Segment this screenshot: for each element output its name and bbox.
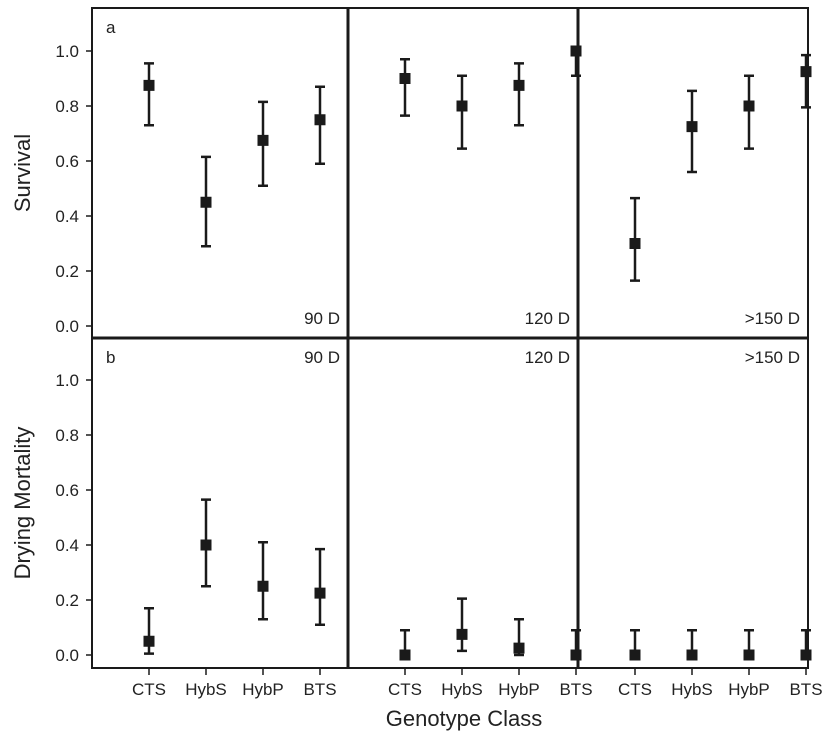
data-point (686, 649, 698, 661)
data-point (200, 539, 212, 551)
y-tick-label: 0.4 (55, 207, 79, 226)
y-tick-label: 0.6 (55, 481, 79, 500)
data-point (629, 649, 641, 661)
data-point (257, 134, 269, 146)
panel-day-label: 90 D (304, 309, 340, 328)
data-point (513, 642, 525, 654)
y-tick-label: 0.8 (55, 97, 79, 116)
x-tick-label: HybS (185, 680, 227, 699)
data-point (143, 79, 155, 91)
y-tick-label: 0.8 (55, 426, 79, 445)
panel-tag: b (106, 348, 115, 367)
y-tick-label: 0.2 (55, 262, 79, 281)
panel-day-label: 120 D (525, 309, 570, 328)
chart-labels: 0.0 0.2 0.4 0.6 0.8 1.0 Survival a 90 D 120 D >150… (10, 18, 823, 699)
data-point (143, 635, 155, 647)
x-tick-label: CTS (388, 680, 422, 699)
data-point (570, 649, 582, 661)
y-axis-title: Drying Mortality (10, 427, 35, 580)
y-tick-label: 0.2 (55, 591, 79, 610)
x-tick-label: BTS (789, 680, 822, 699)
x-tick-label: HybP (242, 680, 284, 699)
x-tick-label: HybS (671, 680, 713, 699)
x-tick-label: CTS (618, 680, 652, 699)
panel-day-label: >150 D (745, 348, 800, 367)
data-point (257, 580, 269, 592)
y-tick-label: 0.0 (55, 317, 79, 336)
panel-day-label: 90 D (304, 348, 340, 367)
panel-day-label: >150 D (745, 309, 800, 328)
data-point (314, 587, 326, 599)
data-point (399, 649, 411, 661)
x-tick-label: BTS (559, 680, 592, 699)
x-tick-label: HybP (728, 680, 770, 699)
data-point (456, 100, 468, 112)
x-tick-label: CTS (132, 680, 166, 699)
x-tick-label: BTS (303, 680, 336, 699)
y-tick-label: 1.0 (55, 371, 79, 390)
data-point (399, 73, 411, 84)
data-point (314, 114, 326, 126)
data-point (629, 238, 641, 249)
data-point (800, 649, 812, 661)
panel-day-label: 120 D (525, 348, 570, 367)
data-point (570, 45, 582, 57)
x-tick-label: HybP (498, 680, 540, 699)
y-tick-label: 0.0 (55, 646, 79, 665)
data-point (456, 628, 468, 640)
data-point (743, 649, 755, 661)
data-point (686, 121, 698, 133)
data-point (800, 66, 812, 78)
y-tick-label: 0.6 (55, 152, 79, 171)
panel-grid (86, 7, 809, 675)
y-tick-label: 1.0 (55, 42, 79, 61)
x-tick-label: HybS (441, 680, 483, 699)
data-point (743, 100, 755, 112)
y-tick-label: 0.4 (55, 536, 79, 555)
data-point (513, 79, 525, 91)
data-point (200, 196, 212, 208)
y-axis-title: Survival (10, 134, 35, 212)
chart-marks (143, 45, 812, 661)
panel-tag: a (106, 18, 116, 37)
x-axis-title: Genotype Class (386, 706, 543, 731)
